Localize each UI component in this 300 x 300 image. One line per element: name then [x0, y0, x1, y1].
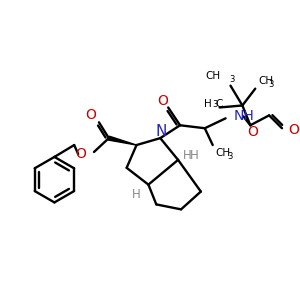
- Text: O: O: [157, 94, 168, 107]
- Text: O: O: [247, 125, 258, 139]
- Text: C: C: [215, 100, 223, 110]
- Text: H: H: [183, 149, 191, 162]
- Text: H: H: [132, 188, 141, 201]
- Text: O: O: [288, 123, 299, 137]
- Text: 3: 3: [228, 152, 233, 161]
- Text: H: H: [190, 149, 198, 162]
- Text: 3: 3: [230, 75, 235, 84]
- Polygon shape: [108, 136, 136, 145]
- Text: H: H: [204, 100, 212, 110]
- Text: NH: NH: [233, 110, 254, 123]
- Text: CH: CH: [216, 148, 231, 158]
- Text: O: O: [75, 147, 86, 161]
- Text: 3: 3: [268, 80, 274, 89]
- Text: N: N: [156, 124, 167, 139]
- Text: CH: CH: [258, 76, 273, 86]
- Text: 3: 3: [212, 100, 218, 109]
- Text: O: O: [85, 108, 97, 122]
- Text: CH: CH: [206, 71, 220, 81]
